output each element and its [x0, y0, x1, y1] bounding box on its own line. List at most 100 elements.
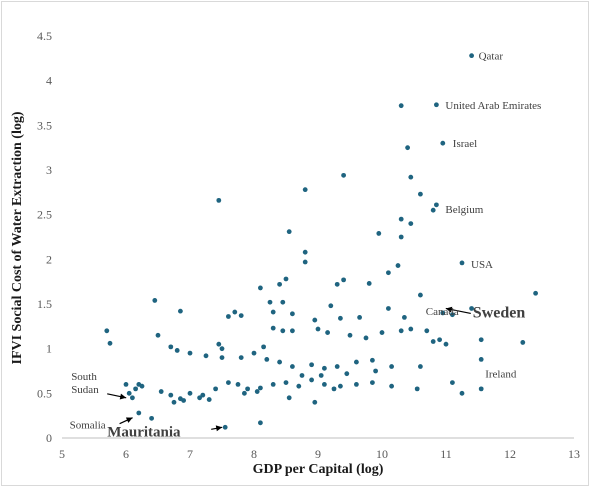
data-point [440, 310, 446, 316]
data-point [280, 299, 286, 305]
data-point [270, 309, 276, 315]
data-point [322, 365, 327, 371]
data-point [258, 285, 263, 291]
data-point [242, 390, 247, 396]
data-point [277, 359, 282, 365]
data-point [408, 326, 414, 332]
data-point [168, 344, 174, 350]
y-tick-label: 4 [46, 74, 52, 88]
data-point [267, 299, 273, 305]
data-point [197, 395, 203, 401]
data-point [174, 348, 180, 353]
data-point [235, 382, 241, 387]
data-point [418, 364, 423, 369]
data-point [296, 383, 302, 389]
data-point [270, 382, 276, 387]
data-point [424, 328, 430, 334]
data-point [226, 314, 231, 319]
data-point [354, 359, 359, 365]
annotation-israel: Israel [453, 138, 477, 150]
data-point [130, 395, 135, 401]
data-point [402, 315, 407, 320]
data-point [155, 332, 161, 338]
data-point [270, 325, 276, 331]
arrow-head [119, 393, 127, 400]
x-tick-label: 10 [376, 447, 388, 461]
arrow-head [125, 417, 133, 423]
data-point [434, 202, 439, 208]
arrow-head [215, 425, 223, 432]
data-point [254, 389, 260, 394]
y-tick-label: 3 [46, 163, 52, 177]
data-point [318, 373, 324, 378]
data-point [216, 341, 222, 347]
data-point [408, 174, 414, 180]
x-tick-label: 11 [440, 447, 452, 461]
data-point [405, 145, 410, 151]
data-point [290, 364, 295, 369]
data-point [398, 328, 404, 334]
annotation-somalia: Somalia [70, 420, 106, 432]
y-tick-labels: 0 0.5 1 1.5 2 2.5 3 3.5 4 4.5 [37, 29, 52, 445]
data-point [533, 290, 538, 296]
data-point [478, 386, 484, 392]
x-tick-label: 7 [187, 447, 193, 461]
data-point [408, 221, 414, 227]
data-point [418, 191, 423, 197]
annotation-sweden: Sweden [473, 304, 526, 321]
data-point [395, 263, 401, 268]
data-point [418, 292, 423, 298]
data-point [338, 383, 343, 389]
data-point [216, 197, 222, 203]
data-point [245, 386, 251, 392]
annotation-labels: Qatar United Arab Emirates Israel Belgium US… [70, 51, 542, 441]
data-point [290, 311, 295, 317]
data-point [443, 341, 449, 347]
y-tick-label: 0 [46, 431, 52, 445]
data-point [213, 386, 219, 392]
data-point [126, 390, 132, 396]
data-point [440, 140, 446, 146]
data-point [258, 385, 263, 391]
x-tick-label: 13 [568, 447, 580, 461]
data-point [222, 424, 228, 430]
data-point [133, 386, 139, 392]
data-point [187, 350, 193, 356]
data-point [219, 346, 225, 352]
data-point [328, 303, 334, 309]
data-point [331, 386, 337, 392]
data-point [430, 339, 436, 344]
data-point [459, 390, 465, 396]
x-tick-label: 5 [59, 447, 65, 461]
data-point [389, 364, 394, 369]
data-point [386, 306, 391, 311]
data-point [386, 270, 391, 276]
data-point [302, 249, 308, 255]
data-point [226, 380, 231, 386]
data-point [238, 313, 244, 319]
data-point [334, 364, 340, 369]
data-point [280, 328, 286, 334]
data-point [434, 102, 439, 108]
annotation-usa: USA [471, 259, 493, 271]
data-point [203, 353, 209, 359]
data-point [261, 344, 266, 350]
data-point [149, 415, 155, 421]
annotation-belgium: Belgium [445, 204, 483, 216]
data-point [309, 362, 314, 368]
data-point [357, 315, 362, 320]
y-tick-label: 1 [46, 342, 52, 356]
x-tick-labels: 5 6 7 8 9 10 11 12 13 [59, 447, 580, 461]
data-point [414, 386, 420, 392]
data-point [206, 397, 212, 402]
data-point [302, 187, 308, 193]
data-point [104, 328, 110, 334]
data-point [398, 103, 404, 109]
data-point [136, 410, 142, 416]
y-tick-label: 2.5 [37, 208, 52, 222]
annotation-mauritania: Mauritania [107, 424, 181, 440]
data-point [312, 317, 318, 323]
data-point [322, 382, 327, 387]
